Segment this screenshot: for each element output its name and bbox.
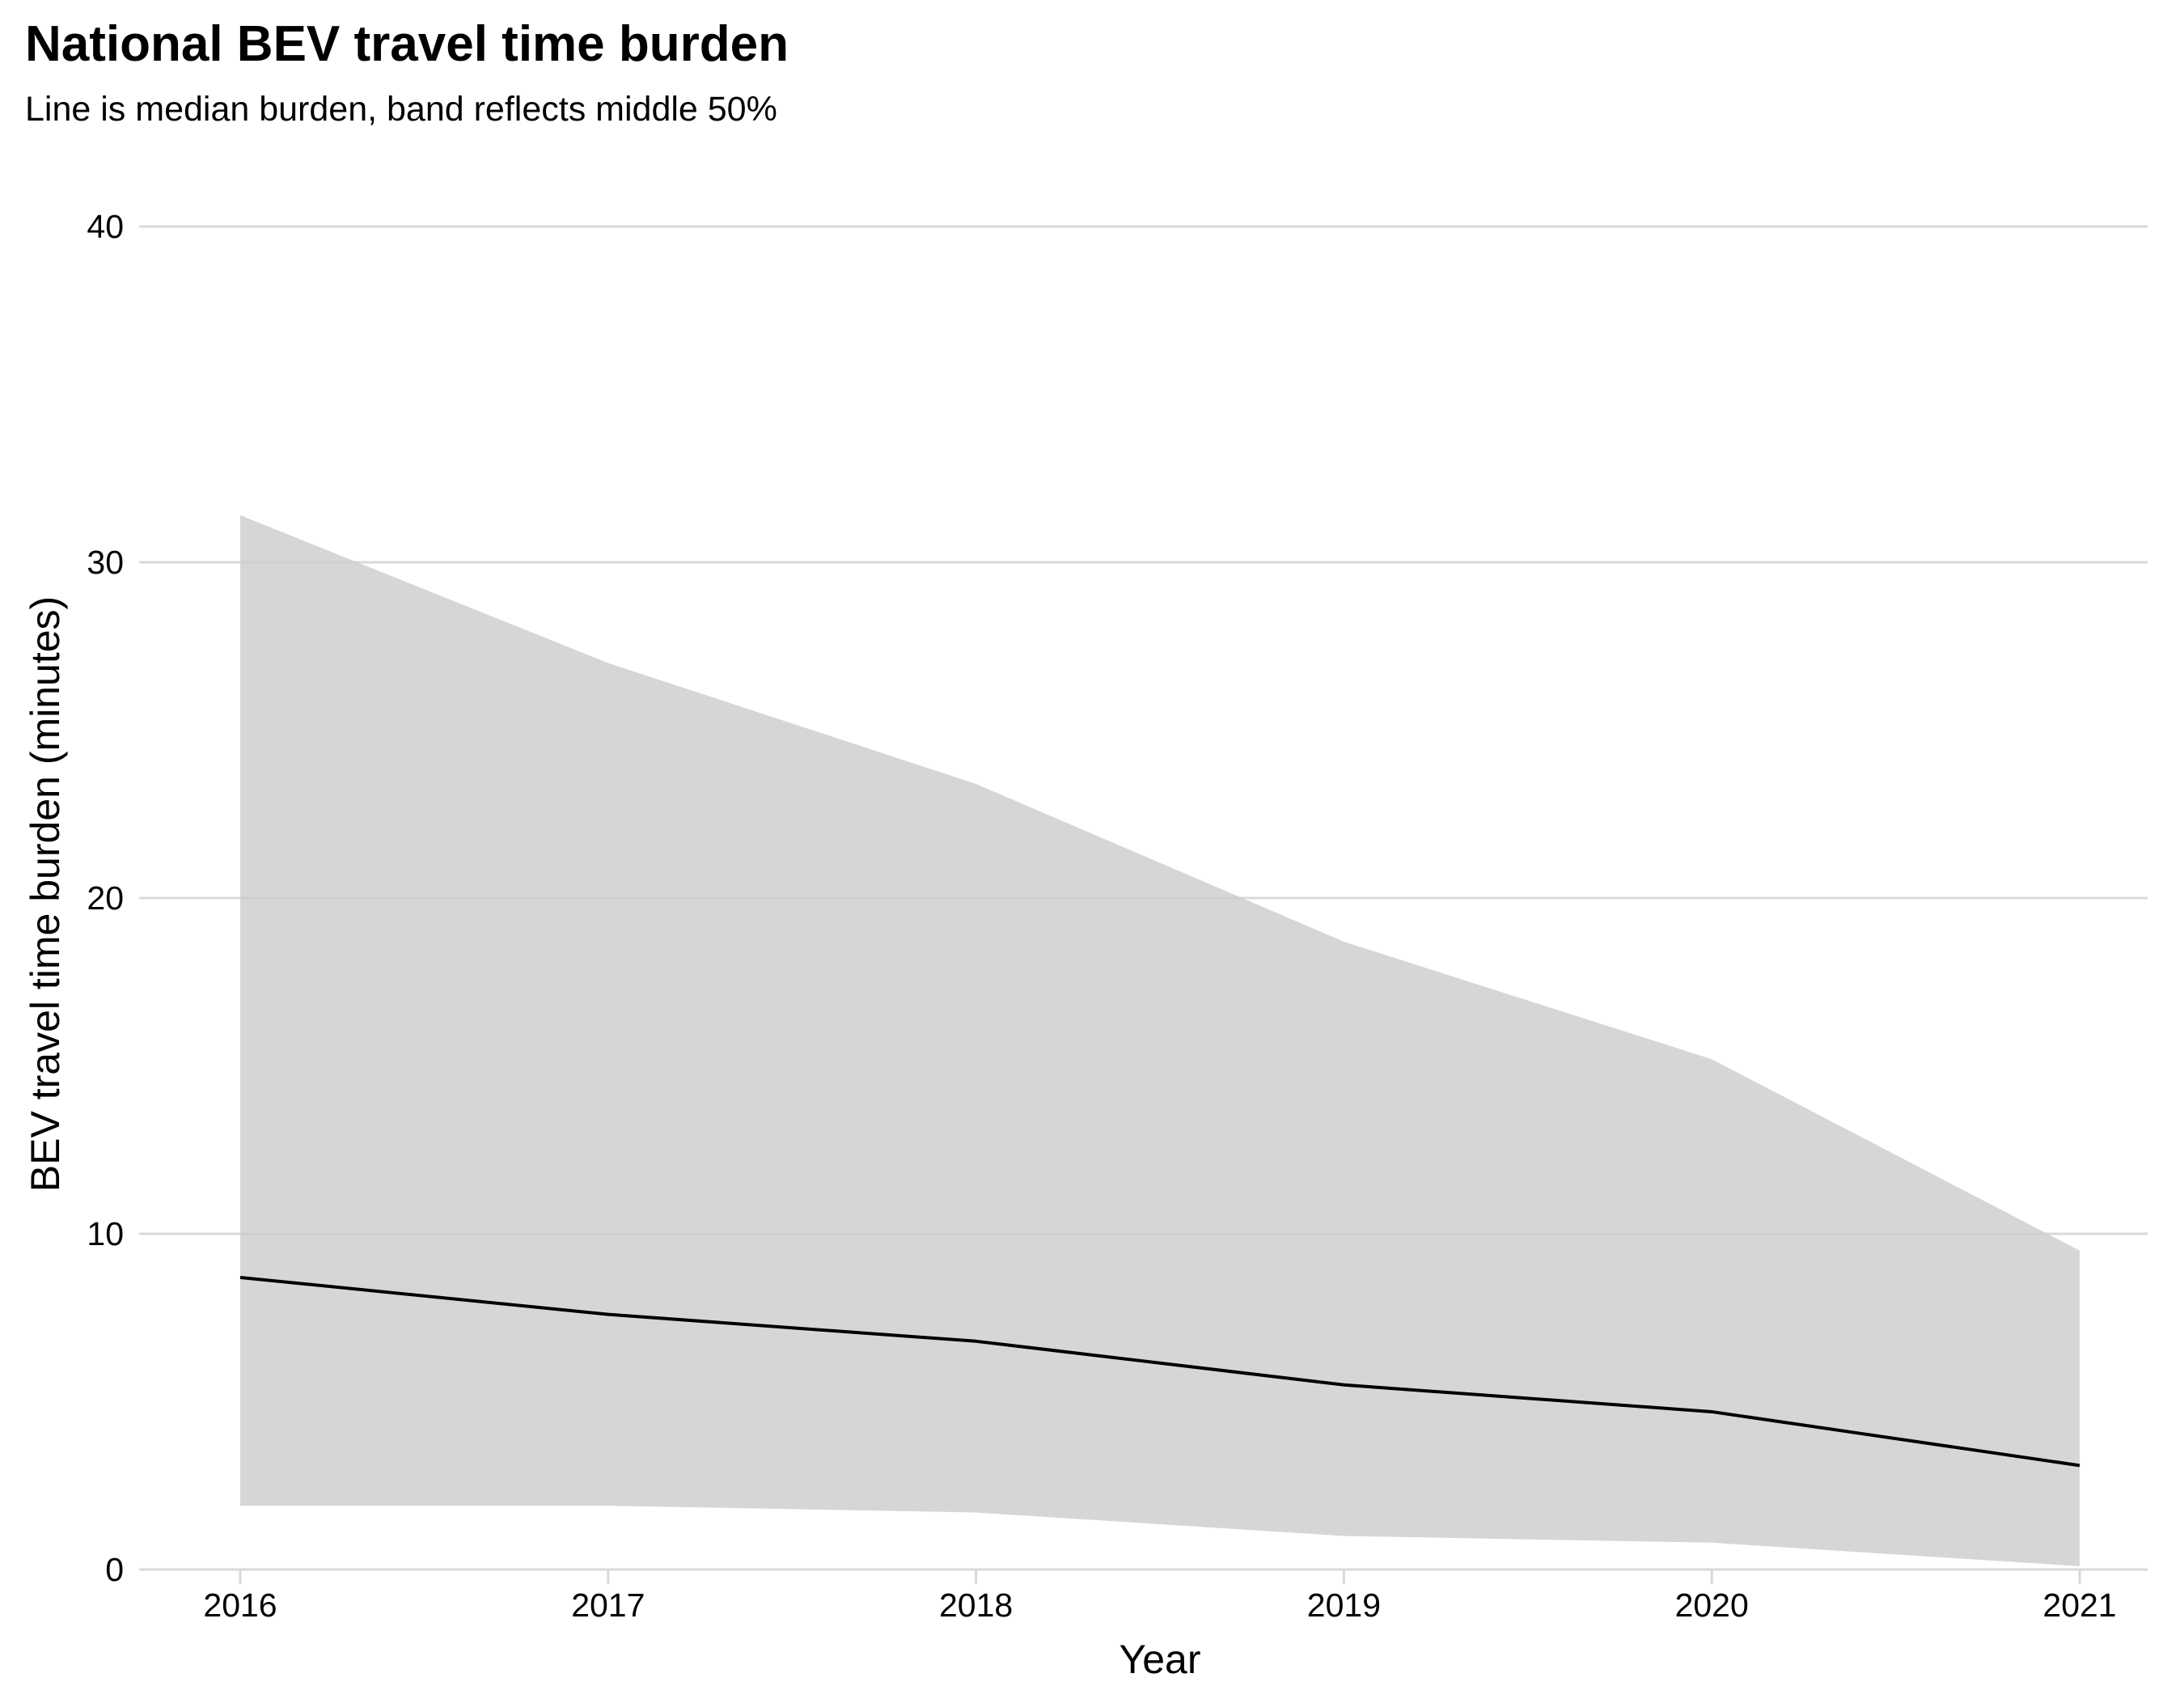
y-tick-label: 40 <box>87 208 124 245</box>
x-tick-label: 2021 <box>2042 1587 2116 1624</box>
x-axis-label: Year <box>1119 1637 1200 1682</box>
median-line <box>239 1275 2080 1468</box>
y-tick-label: 20 <box>87 879 124 917</box>
x-tick-label: 2019 <box>1307 1587 1381 1624</box>
line-layer <box>239 1275 2080 1468</box>
y-tick-label: 10 <box>87 1215 124 1252</box>
axes: 0 10 20 30 40 2016 2017 2018 2019 2020 2021 <box>87 208 2116 1624</box>
x-tick-label: 2016 <box>203 1587 277 1624</box>
band-layer <box>240 515 2080 1566</box>
x-tick-label: 2020 <box>1675 1587 1749 1624</box>
iqr-band <box>240 515 2080 1566</box>
y-tick-label: 0 <box>105 1551 124 1588</box>
x-tick-label: 2017 <box>571 1587 645 1624</box>
y-tick-label: 30 <box>87 544 124 581</box>
chart-subtitle: Line is median burden, band reflects mid… <box>25 90 777 129</box>
x-tick-label: 2018 <box>939 1587 1013 1624</box>
chart-title: National BEV travel time burden <box>25 16 789 72</box>
y-axis-label: BEV travel time burden (minutes) <box>23 596 68 1192</box>
